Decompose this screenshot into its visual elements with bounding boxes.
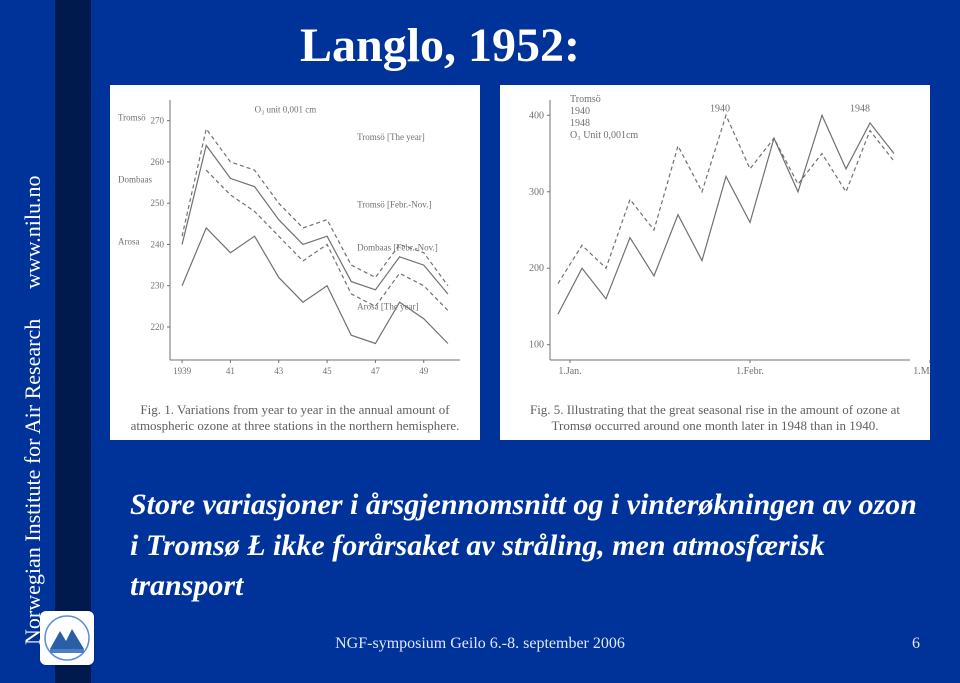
svg-text:230: 230	[151, 281, 165, 291]
slide-title: Langlo, 1952:	[300, 18, 580, 73]
svg-text:1.Febr.: 1.Febr.	[736, 366, 764, 377]
slide: Norwegian Institute for Air Research www…	[0, 0, 960, 683]
svg-text:47: 47	[371, 366, 381, 376]
svg-text:250: 250	[151, 198, 165, 208]
svg-text:Arosa [The year]: Arosa [The year]	[357, 302, 418, 312]
svg-text:220: 220	[151, 322, 165, 332]
svg-text:Tromsö [Febr.-Nov.]: Tromsö [Febr.-Nov.]	[357, 200, 431, 210]
svg-text:43: 43	[274, 366, 284, 376]
chart-right: 1002003004001.Jan.1.Febr.1.MarchTromsö19…	[500, 85, 930, 398]
svg-text:400: 400	[529, 110, 544, 121]
page-number: 6	[912, 635, 920, 653]
svg-text:Tromsö: Tromsö	[118, 113, 146, 123]
svg-text:Dombaas: Dombaas	[118, 175, 152, 185]
svg-text:Tromsö [The year]: Tromsö [The year]	[357, 132, 425, 142]
svg-text:260: 260	[151, 157, 165, 167]
svg-text:1948: 1948	[570, 118, 590, 129]
sidebar-text: Norwegian Institute for Air Research www…	[18, 25, 48, 645]
side-band	[55, 0, 91, 683]
svg-text:240: 240	[151, 239, 165, 249]
footer-text: NGF-symposium Geilo 6.-8. september 2006	[0, 635, 960, 653]
svg-text:1.Jan.: 1.Jan.	[558, 366, 581, 377]
body-text: Store variasjoner i årsgjennomsnitt og i…	[130, 485, 920, 607]
chart-left: 220 230 240 250 260 270 Tromsö Dombaas Arosa 1939…	[110, 85, 480, 398]
figure-seasonal-rise: 1002003004001.Jan.1.Febr.1.MarchTromsö19…	[500, 85, 930, 440]
svg-text:1.March: 1.March	[913, 366, 930, 377]
svg-text:1940: 1940	[570, 106, 590, 117]
svg-text:O₃ Unit 0,001cm: O₃ Unit 0,001cm	[570, 130, 638, 141]
svg-text:41: 41	[226, 366, 235, 376]
svg-text:300: 300	[529, 187, 544, 198]
institute-url: www.nilu.no	[20, 135, 46, 288]
figure-right-caption: Fig. 5. Illustrating that the great seas…	[500, 398, 930, 441]
figure-annual-ozone: 220 230 240 250 260 270 Tromsö Dombaas Arosa 1939…	[110, 85, 480, 440]
svg-text:270: 270	[151, 116, 165, 126]
svg-text:45: 45	[323, 366, 333, 376]
svg-text:200: 200	[529, 263, 544, 274]
svg-text:100: 100	[529, 340, 544, 351]
svg-text:Dombaas [Febr.-Nov.]: Dombaas [Febr.-Nov.]	[357, 242, 438, 252]
svg-text:1939: 1939	[173, 366, 192, 376]
svg-text:1940: 1940	[710, 103, 730, 114]
institute-name: Norwegian Institute for Air Research	[20, 319, 46, 645]
svg-text:Tromsö: Tromsö	[570, 94, 601, 105]
svg-text:1948: 1948	[850, 103, 870, 114]
svg-text:Arosa: Arosa	[118, 236, 140, 246]
svg-text:49: 49	[419, 366, 429, 376]
svg-text:O₃ unit 0,001 cm: O₃ unit 0,001 cm	[255, 104, 317, 114]
figure-left-caption: Fig. 1. Variations from year to year in …	[110, 398, 480, 441]
